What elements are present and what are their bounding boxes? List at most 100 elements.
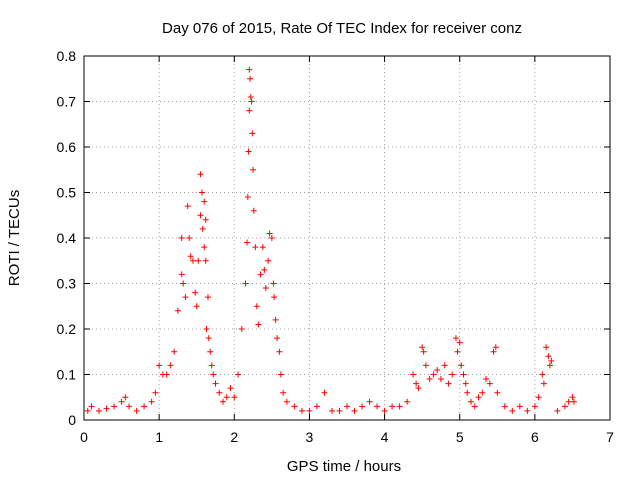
data-point: [180, 280, 187, 287]
data-point: [203, 326, 210, 332]
data-point: [163, 371, 170, 378]
data-point: [464, 389, 471, 396]
y-tick-label: 0.4: [57, 230, 77, 246]
data-point: [238, 326, 245, 332]
data-point: [276, 348, 283, 355]
data-point: [204, 294, 211, 301]
data-point: [546, 362, 553, 369]
data-point: [535, 394, 542, 401]
data-point: [462, 380, 469, 387]
y-tick-label: 0.2: [57, 321, 77, 337]
data-point: [531, 403, 538, 410]
data-point: [141, 403, 148, 410]
data-point: [543, 344, 550, 351]
data-point: [306, 407, 313, 414]
data-point: [152, 389, 159, 396]
data-point: [192, 289, 199, 296]
data-point: [195, 257, 202, 264]
data-point: [475, 394, 482, 401]
data-point: [374, 403, 381, 410]
data-point: [262, 285, 269, 292]
data-point: [483, 376, 490, 383]
data-point: [565, 398, 572, 405]
data-point: [328, 407, 335, 414]
data-points: [84, 66, 577, 414]
y-tick-label: 0.3: [57, 276, 77, 292]
data-point: [252, 244, 259, 251]
data-point: [415, 385, 422, 392]
data-point: [261, 266, 268, 273]
x-tick-label: 0: [80, 429, 88, 445]
data-point: [247, 93, 254, 100]
data-point: [207, 348, 214, 355]
data-point: [344, 403, 350, 410]
data-point: [205, 335, 212, 342]
data-point: [198, 189, 205, 196]
data-point: [486, 380, 493, 387]
plot-frame: [83, 55, 611, 421]
data-point: [434, 366, 441, 373]
data-point: [420, 348, 427, 355]
data-point: [410, 371, 417, 378]
data-point: [524, 407, 531, 414]
data-point: [244, 239, 251, 246]
data-point: [471, 403, 478, 410]
data-point: [231, 394, 238, 401]
data-point: [253, 303, 260, 310]
data-point: [103, 405, 110, 412]
data-point: [569, 394, 576, 401]
data-point: [247, 75, 254, 82]
data-point: [223, 394, 230, 401]
data-point: [445, 380, 452, 387]
data-point: [313, 403, 320, 410]
data-point: [245, 148, 252, 155]
data-point: [460, 371, 467, 378]
data-point: [259, 244, 266, 251]
data-point: [351, 407, 358, 414]
data-point: [437, 376, 444, 383]
data-point: [265, 257, 272, 264]
data-point: [492, 344, 499, 351]
data-point: [242, 280, 249, 287]
data-point: [187, 253, 194, 260]
data-point: [197, 171, 204, 178]
data-point: [156, 362, 163, 369]
data-point: [208, 362, 215, 369]
data-point: [186, 235, 193, 241]
grid-lines: [84, 56, 610, 420]
data-point: [216, 389, 223, 396]
data-point: [189, 257, 196, 264]
data-point: [271, 294, 278, 301]
y-axis-title: ROTI / TECUs: [6, 190, 23, 286]
data-point: [270, 280, 277, 287]
x-tick-label: 1: [155, 429, 163, 445]
data-point: [248, 98, 255, 105]
data-point: [283, 398, 290, 405]
data-point: [133, 407, 140, 414]
data-point: [422, 362, 429, 369]
data-point: [516, 403, 523, 410]
data-point: [122, 394, 129, 401]
data-point: [449, 371, 456, 378]
data-point: [212, 380, 219, 387]
data-point: [118, 398, 125, 405]
data-point: [202, 216, 209, 223]
y-tick-label: 0: [68, 412, 76, 428]
data-point: [266, 230, 273, 237]
data-point: [490, 348, 497, 355]
data-point: [250, 166, 257, 173]
data-point: [174, 307, 181, 314]
data-point: [396, 403, 403, 410]
data-point: [494, 389, 501, 396]
data-point: [246, 66, 253, 73]
data-point: [454, 348, 461, 355]
data-point: [246, 107, 253, 114]
data-point: [539, 371, 546, 378]
data-point: [84, 407, 91, 414]
data-point: [220, 398, 227, 405]
data-point: [199, 225, 206, 232]
data-point: [336, 407, 343, 414]
data-point: [426, 376, 433, 383]
data-point: [249, 130, 256, 137]
data-point: [456, 339, 463, 346]
